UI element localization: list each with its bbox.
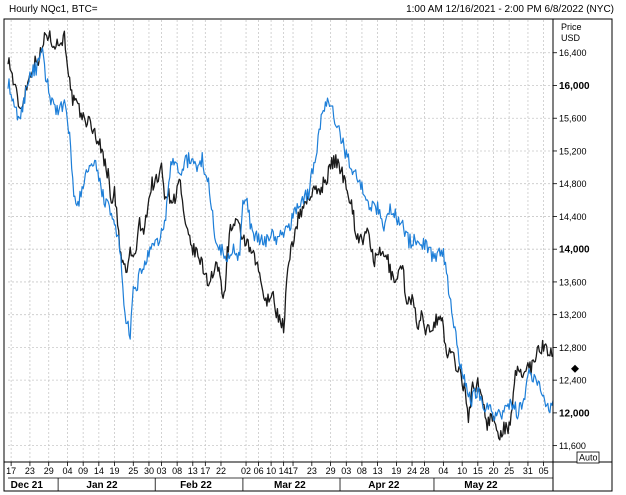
x-month-label: Apr 22 xyxy=(368,480,400,491)
x-day-label: 13 xyxy=(188,466,198,476)
y-tick-label: 15,600 xyxy=(559,114,587,124)
x-day-label: 30 xyxy=(144,466,154,476)
x-axis-ticks: 17 23 29 04 09 14 19 25 30 03 08 13 17 22 02 06 10 14 17 23… xyxy=(6,462,553,491)
y-tick-label: 13,600 xyxy=(559,277,587,287)
x-day-label: 02 xyxy=(241,466,251,476)
y-axis-ticks: 11,600 12,000 12,400 12,800 13,200 13,600 14,0… xyxy=(553,48,590,451)
x-day-label: 15 xyxy=(473,466,483,476)
chart-title: Hourly NQc1, BTC= xyxy=(9,4,98,15)
auto-scale-button[interactable]: Auto xyxy=(576,451,600,464)
x-day-label: 08 xyxy=(172,466,182,476)
last-value-marker xyxy=(571,364,579,373)
x-day-label: 23 xyxy=(307,466,317,476)
x-day-label: 25 xyxy=(128,466,138,476)
plot-frame xyxy=(3,18,613,492)
x-day-label: 13 xyxy=(373,466,383,476)
y-tick-label: 14,000 xyxy=(559,245,590,256)
x-day-label: 17 xyxy=(288,466,298,476)
x-day-label: 03 xyxy=(156,466,166,476)
x-day-label: 09 xyxy=(78,466,88,476)
x-day-label: 19 xyxy=(391,466,401,476)
y-tick-label: 12,400 xyxy=(559,376,587,386)
y-tick-label: 11,600 xyxy=(559,441,586,451)
x-day-label: 29 xyxy=(326,466,336,476)
x-day-label: 17 xyxy=(6,466,16,476)
y-tick-label: 14,800 xyxy=(559,179,587,189)
series-lines xyxy=(7,30,554,441)
x-day-label: 31 xyxy=(523,466,533,476)
x-day-label: 25 xyxy=(504,466,514,476)
x-day-label: 03 xyxy=(341,466,351,476)
series-line-nq xyxy=(7,30,554,441)
y-tick-label: 14,400 xyxy=(559,212,587,222)
x-day-label: 19 xyxy=(109,466,119,476)
x-day-label: 04 xyxy=(63,466,73,476)
x-month-label: Mar 22 xyxy=(274,480,306,491)
x-day-label: 23 xyxy=(25,466,35,476)
x-day-label: 14 xyxy=(94,466,104,476)
x-day-label: 10 xyxy=(457,466,467,476)
x-day-label: 22 xyxy=(216,466,226,476)
y-axis-unit-price: Price xyxy=(561,22,582,32)
y-tick-label: 12,800 xyxy=(559,343,587,353)
x-day-label: 24 xyxy=(407,466,417,476)
x-month-label: Jan 22 xyxy=(86,480,118,491)
gridlines xyxy=(8,20,553,462)
series-line-btc xyxy=(7,47,554,421)
y-tick-label: 16,000 xyxy=(559,81,590,92)
x-day-label: 10 xyxy=(266,466,276,476)
x-day-label: 04 xyxy=(438,466,448,476)
x-month-label: May 22 xyxy=(464,480,498,491)
x-day-label: 20 xyxy=(488,466,498,476)
x-day-label: 05 xyxy=(539,466,549,476)
auto-scale-label: Auto xyxy=(579,453,598,463)
x-day-label: 08 xyxy=(357,466,367,476)
x-month-label: Dec 21 xyxy=(11,480,44,491)
x-day-label: 06 xyxy=(254,466,264,476)
y-axis-unit-currency: USD xyxy=(561,33,581,43)
x-day-label: 29 xyxy=(44,466,54,476)
y-tick-label: 16,400 xyxy=(559,48,587,58)
x-day-label: 28 xyxy=(420,466,430,476)
x-day-label: 14 xyxy=(279,466,289,476)
y-tick-label: 15,200 xyxy=(559,146,587,156)
y-tick-label: 12,000 xyxy=(559,408,590,419)
chart-time-range: 1:00 AM 12/16/2021 - 2:00 PM 6/8/2022 (N… xyxy=(406,4,614,15)
x-month-label: Feb 22 xyxy=(180,480,212,491)
x-day-label: 17 xyxy=(200,466,210,476)
y-tick-label: 13,200 xyxy=(559,310,587,320)
